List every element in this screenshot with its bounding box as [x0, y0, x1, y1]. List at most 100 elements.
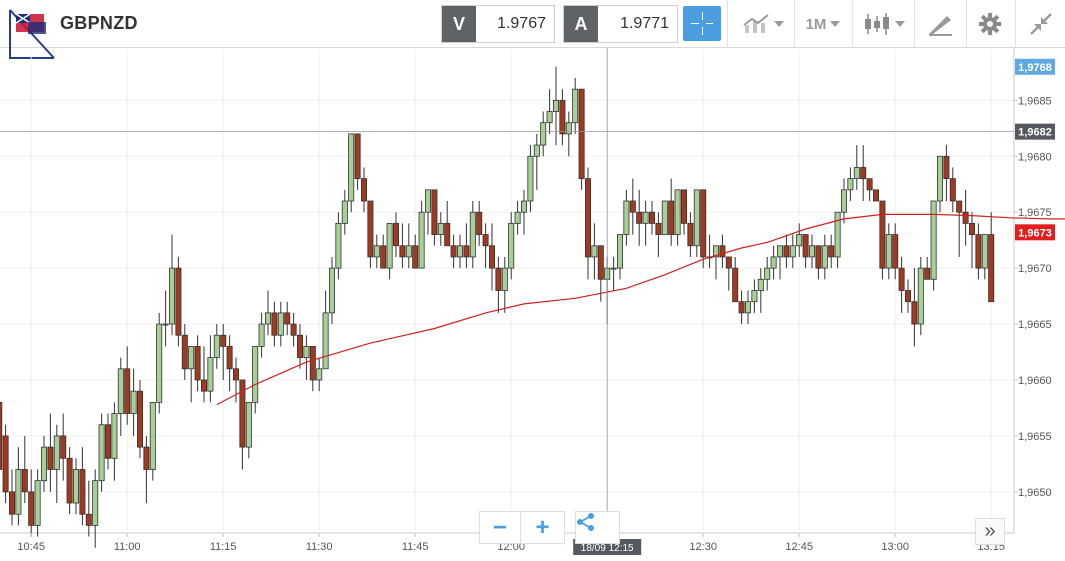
candle: [649, 211, 656, 224]
chart-toolbar: GBPNZD V 1.9767 A 1.9771 1M: [0, 0, 1065, 59]
candle: [917, 267, 924, 325]
candle: [828, 245, 835, 258]
candle: [911, 301, 918, 325]
price-marker-1-bg: [1015, 224, 1055, 241]
candle: [386, 222, 393, 269]
candle: [789, 245, 796, 258]
candlestick-chart[interactable]: 1,9685 1,9680 1,9675 1,9670 1,9665 1,9660 1,96…: [0, 48, 1065, 561]
x-tick-label: 11:00: [114, 541, 141, 553]
candle: [879, 200, 886, 269]
candle: [335, 222, 342, 269]
zoom-out-button[interactable]: −: [479, 511, 521, 544]
candle: [885, 234, 892, 269]
candle: [200, 379, 207, 392]
candle: [431, 189, 438, 235]
candle: [60, 435, 67, 459]
candle: [521, 200, 528, 213]
candle: [105, 424, 112, 459]
line-chart-icon: [742, 14, 769, 33]
settings-button[interactable]: [972, 6, 1008, 42]
candle: [905, 290, 912, 303]
candle: [66, 457, 73, 504]
candle: [514, 211, 521, 224]
candle: [188, 346, 195, 370]
candle: [751, 290, 758, 303]
candle: [540, 122, 547, 146]
chart-type-button[interactable]: [735, 6, 790, 42]
candle: [53, 435, 60, 470]
timeframe-button[interactable]: 1M: [800, 6, 846, 42]
crosshair-price-label-bg: [1015, 123, 1055, 140]
candle: [559, 99, 566, 135]
candle: [392, 222, 399, 247]
collapse-arrows-icon: [1030, 13, 1052, 35]
candle: [360, 178, 367, 202]
collapse-button[interactable]: [1022, 6, 1060, 42]
y-tick-label: 1,9665: [1018, 319, 1052, 331]
y-tick-label: 1,9660: [1018, 375, 1052, 387]
candle: [501, 267, 508, 291]
candle: [232, 368, 239, 381]
candle: [591, 245, 598, 258]
candle: [316, 368, 323, 381]
candle: [860, 167, 867, 180]
scroll-latest-button[interactable]: »: [975, 518, 1005, 545]
candle: [975, 234, 982, 269]
candle: [79, 469, 86, 515]
candle: [2, 435, 9, 493]
candle: [834, 211, 841, 258]
candle: [527, 155, 534, 202]
candle: [508, 222, 515, 269]
candle: [444, 222, 451, 247]
candle: [757, 278, 764, 291]
y-tick-label: 1,9655: [1018, 431, 1052, 443]
y-tick-label: 1,9680: [1018, 151, 1052, 163]
candle: [949, 178, 956, 202]
candle: [130, 390, 137, 414]
candle: [437, 222, 444, 235]
buy-price-button[interactable]: A 1.9771: [563, 5, 678, 43]
y-tick-label: 1,9670: [1018, 263, 1052, 275]
candle: [296, 334, 303, 359]
price-marker-1: 1,9673: [1018, 227, 1052, 239]
x-tick-label: 12:00: [497, 541, 525, 553]
candle: [725, 256, 732, 269]
buy-price: 1.9771: [620, 15, 669, 32]
sell-price-button[interactable]: V 1.9767: [441, 5, 555, 43]
share-button[interactable]: [575, 511, 620, 544]
candle: [450, 245, 457, 258]
candle: [661, 200, 668, 235]
candle: [617, 234, 624, 269]
draw-tools-button[interactable]: [920, 6, 960, 42]
candle: [892, 234, 899, 269]
candle: [73, 469, 80, 504]
candle: [713, 245, 720, 258]
candle: [226, 346, 233, 370]
candle: [956, 200, 963, 213]
crosshair-button[interactable]: [683, 6, 721, 41]
zoom-in-button[interactable]: +: [521, 511, 565, 544]
share-icon: [577, 513, 594, 531]
candle: [764, 267, 771, 280]
crosshair-time-label: 18/09 12:15: [581, 543, 634, 554]
candle: [207, 357, 214, 392]
candle: [610, 267, 617, 270]
candle: [629, 200, 636, 213]
x-tick-label: 12:45: [785, 541, 813, 553]
candle: [988, 234, 995, 303]
candle: [565, 122, 572, 135]
price-chart[interactable]: 1,9685 1,9680 1,9675 1,9670 1,9665 1,9660 1,96…: [0, 48, 1065, 561]
candle: [28, 491, 35, 526]
candle: [92, 480, 99, 526]
candle: [15, 469, 22, 515]
candle: [924, 267, 931, 280]
candle: [412, 245, 419, 269]
candle: [719, 245, 726, 258]
candle: [821, 245, 828, 269]
candle-style-button[interactable]: [860, 6, 908, 42]
candle: [533, 144, 540, 157]
candle: [802, 234, 809, 258]
sell-price: 1.9767: [497, 15, 546, 32]
candlestick-icon: [865, 13, 889, 35]
sell-tag: V: [442, 6, 476, 42]
